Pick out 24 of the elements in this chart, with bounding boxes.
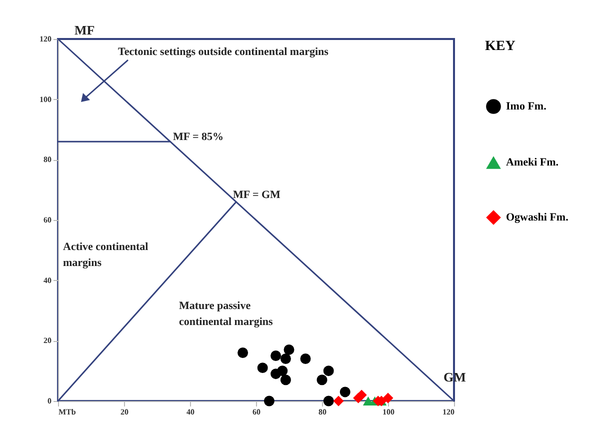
legend-label: Ameki Fm. xyxy=(506,156,559,168)
x-tick-label: MTb xyxy=(58,408,76,416)
legend-label: Imo Fm. xyxy=(506,100,547,112)
annotation: MF = GM xyxy=(233,189,282,201)
y-tick-label: 120 xyxy=(40,34,52,44)
y-tick-label: 100 xyxy=(40,94,52,104)
annotation: Mature passive continental margins xyxy=(179,300,274,328)
y-tick-label: 80 xyxy=(44,155,52,164)
x-tick-label: 80 xyxy=(318,408,326,416)
x-tick-label: 100 xyxy=(382,408,394,416)
annotation: Tectonic settings outside continental margins xyxy=(118,46,330,58)
x-tick-label: 60 xyxy=(252,408,260,416)
legend-label: Ogwashi Fm. xyxy=(506,212,569,224)
y-tick-label: 40 xyxy=(44,276,52,285)
y-tick-label: 20 xyxy=(44,336,52,346)
y-tick-label: 0 xyxy=(48,396,52,406)
annotation: MF = 85% xyxy=(173,131,224,143)
x-tick-label: 20 xyxy=(120,408,128,416)
x-tick-label: 40 xyxy=(186,408,194,416)
x-tick-label: 120 xyxy=(442,408,454,416)
y-axis-title: MF xyxy=(74,22,95,38)
legend-title: KEY xyxy=(485,39,516,54)
annotation: Active continental margins xyxy=(63,241,148,269)
y-tick-label: 60 xyxy=(44,216,52,224)
